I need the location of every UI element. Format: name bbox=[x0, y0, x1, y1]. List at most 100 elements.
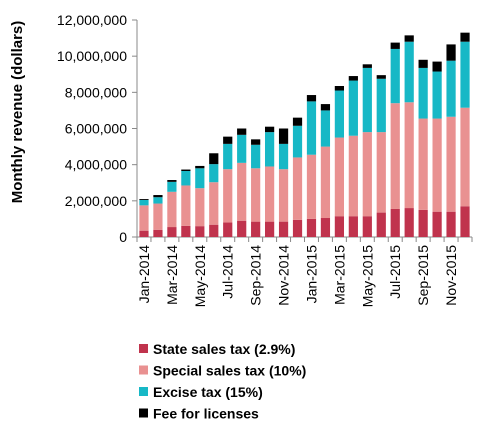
bar-segment bbox=[390, 103, 400, 209]
bar-segment bbox=[460, 206, 470, 237]
y-tick-label: 0 bbox=[119, 229, 127, 245]
bar-segment bbox=[418, 118, 428, 210]
bar-segment bbox=[376, 212, 386, 237]
bar-segment bbox=[376, 78, 386, 133]
bar-segment bbox=[209, 224, 219, 237]
bar-segment bbox=[264, 166, 275, 222]
bar-segment bbox=[139, 205, 149, 231]
legend-label: State sales tax (2.9%) bbox=[153, 341, 295, 357]
bar-segment bbox=[432, 61, 442, 72]
bar-segment bbox=[209, 182, 219, 225]
bar-segment bbox=[334, 216, 345, 237]
bar-segment bbox=[167, 191, 177, 228]
bar-segment bbox=[306, 101, 317, 155]
bar-segment bbox=[153, 197, 163, 204]
bar-segment bbox=[223, 136, 233, 144]
bar-segment bbox=[390, 208, 400, 237]
bar-segment bbox=[195, 168, 205, 189]
bar-segment bbox=[306, 95, 317, 102]
legend-label: Special sales tax (10%) bbox=[153, 363, 306, 379]
x-tick-label: May-2014 bbox=[192, 245, 208, 307]
x-tick-label: Nov-2014 bbox=[276, 245, 292, 306]
bar-segment bbox=[446, 116, 456, 212]
y-tick-label: 4,000,000 bbox=[65, 157, 127, 173]
bar-segment bbox=[404, 102, 414, 209]
bar-segment bbox=[306, 218, 317, 237]
bar-segment bbox=[362, 64, 372, 68]
bar-segment bbox=[139, 199, 149, 200]
bar-segment bbox=[237, 162, 247, 221]
bar-segment bbox=[292, 219, 303, 237]
x-tick-label: Nov-2015 bbox=[443, 245, 459, 306]
bar-segment bbox=[181, 185, 191, 226]
y-tick-label: 10,000,000 bbox=[57, 48, 127, 64]
x-tick-label: Jul-2014 bbox=[220, 245, 236, 299]
bar-segment bbox=[362, 67, 372, 133]
bar-segment bbox=[418, 59, 428, 68]
legend: State sales tax (2.9%) Special sales tax … bbox=[139, 341, 306, 422]
y-axis: 0 2,000,000 4,000,000 6,000,000 8,000,000 10,… bbox=[57, 12, 138, 245]
bar-segment bbox=[251, 139, 261, 145]
bar-segment bbox=[432, 211, 442, 237]
bar-segment bbox=[362, 216, 372, 237]
x-tick-label: May-2015 bbox=[359, 245, 375, 307]
bar-segment bbox=[432, 71, 442, 119]
bar-segment bbox=[153, 203, 163, 230]
bar-segment bbox=[376, 132, 386, 213]
bar-segment bbox=[237, 220, 247, 237]
bar-segment bbox=[167, 181, 177, 192]
bar-segment bbox=[278, 221, 289, 237]
bar-segment bbox=[334, 86, 345, 91]
bar-segment bbox=[446, 44, 456, 61]
bar-segment bbox=[195, 165, 205, 169]
bar-segment bbox=[418, 67, 428, 119]
bar-segment bbox=[195, 226, 205, 237]
y-tick-label: 12,000,000 bbox=[57, 12, 127, 28]
bar-segment bbox=[348, 76, 358, 81]
bar-segment bbox=[390, 42, 400, 49]
bar-segment bbox=[237, 134, 247, 163]
bar-segment bbox=[264, 132, 275, 167]
x-tick-label: Jan-2014 bbox=[136, 245, 152, 304]
bar-segment bbox=[418, 209, 428, 237]
bar-segment bbox=[264, 221, 275, 237]
bar-segment bbox=[320, 218, 331, 237]
x-tick-label: Jan-2015 bbox=[303, 245, 319, 304]
bar-segment bbox=[167, 227, 177, 237]
bar-segment bbox=[139, 230, 149, 237]
bar-segment bbox=[181, 169, 191, 171]
bar-segment bbox=[223, 222, 233, 237]
bar-segment bbox=[460, 32, 470, 42]
bar-segment bbox=[139, 199, 149, 206]
bar-segment bbox=[209, 153, 219, 165]
y-tick-label: 2,000,000 bbox=[65, 193, 127, 209]
bar-segment bbox=[223, 169, 233, 223]
bar-segment bbox=[446, 60, 456, 117]
bar-segment bbox=[181, 170, 191, 186]
x-tick-label: Jul-2015 bbox=[387, 245, 403, 299]
bar-segment bbox=[292, 125, 303, 158]
bar-segment bbox=[251, 168, 261, 222]
bar-segment bbox=[348, 135, 358, 217]
bar-segment bbox=[292, 157, 303, 220]
legend-swatch bbox=[139, 408, 148, 418]
bar-segment bbox=[348, 216, 358, 237]
bar-segment bbox=[320, 110, 331, 147]
legend-swatch bbox=[139, 387, 148, 396]
bar-segment bbox=[209, 164, 219, 183]
bar-segment bbox=[278, 169, 289, 222]
bar-segment bbox=[292, 117, 303, 126]
bar-segment bbox=[237, 128, 247, 135]
bar-segment bbox=[320, 146, 331, 219]
bar-segment bbox=[446, 211, 456, 237]
legend-swatch bbox=[139, 344, 148, 353]
x-tick-label: Mar-2014 bbox=[164, 245, 180, 305]
bar-segment bbox=[264, 126, 275, 133]
y-tick-label: 8,000,000 bbox=[65, 84, 127, 100]
bar-segment bbox=[334, 90, 345, 138]
bar-segment bbox=[404, 208, 414, 237]
bar-segment bbox=[404, 35, 414, 42]
bar-segment bbox=[320, 104, 331, 111]
y-tick-label: 6,000,000 bbox=[65, 121, 127, 137]
